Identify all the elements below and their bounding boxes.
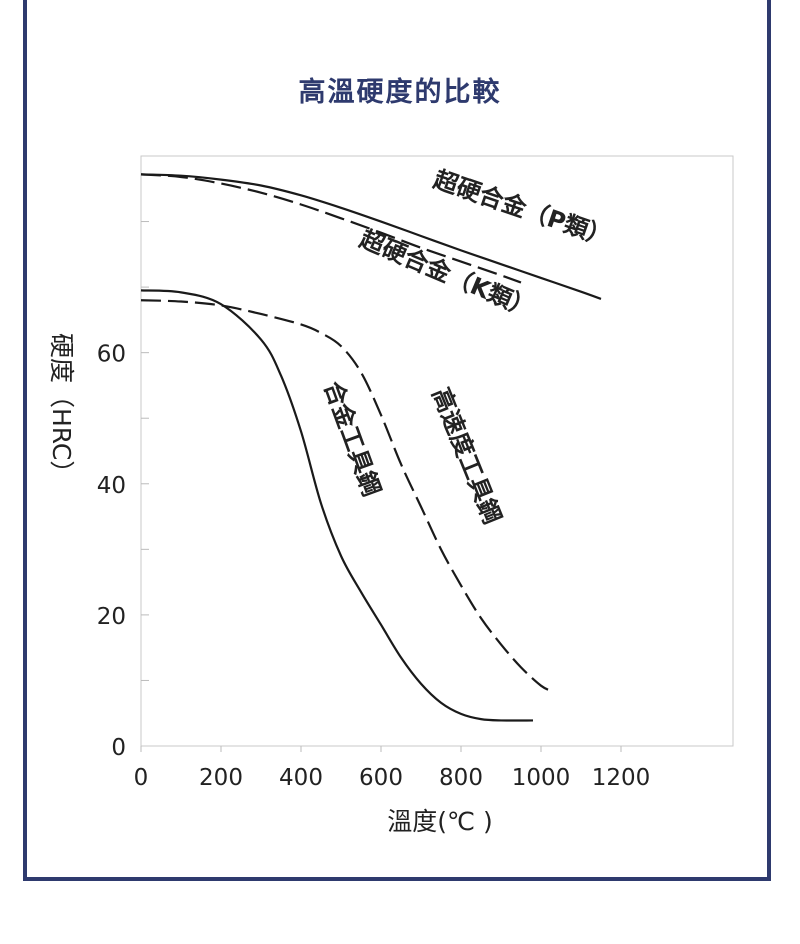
y-tick-label: 60 bbox=[97, 342, 126, 368]
series-line-3 bbox=[140, 299, 554, 693]
chart-title: 高溫硬度的比較 bbox=[298, 77, 502, 108]
series-line-2 bbox=[140, 289, 534, 722]
series-label-alloy: 合金工具鋼 bbox=[318, 377, 385, 499]
y-axis-label: 硬度（HRC） bbox=[47, 333, 76, 485]
series-label-k: 超硬合金（K類） bbox=[356, 225, 539, 324]
plot-area bbox=[140, 155, 734, 747]
x-tick-label: 0 bbox=[134, 765, 149, 791]
y-tick-label: 0 bbox=[111, 735, 126, 761]
x-axis-label: 溫度(℃ ) bbox=[387, 807, 493, 836]
series-label-hss: 高速度工具鋼 bbox=[426, 384, 506, 528]
x-tick-label: 600 bbox=[359, 765, 403, 791]
x-tick-label: 400 bbox=[279, 765, 323, 791]
x-tick-label: 1200 bbox=[592, 765, 651, 791]
y-tick-label: 40 bbox=[97, 473, 126, 499]
series-line-0 bbox=[140, 173, 602, 300]
x-tick-label: 1000 bbox=[512, 765, 571, 791]
x-tick-label: 200 bbox=[199, 765, 243, 791]
series-line-1 bbox=[140, 173, 522, 284]
chart-frame bbox=[23, 0, 771, 881]
y-tick-label: 20 bbox=[97, 604, 126, 630]
x-tick-label: 800 bbox=[439, 765, 483, 791]
series-label-p: 超硬合金（P類） bbox=[430, 165, 615, 252]
